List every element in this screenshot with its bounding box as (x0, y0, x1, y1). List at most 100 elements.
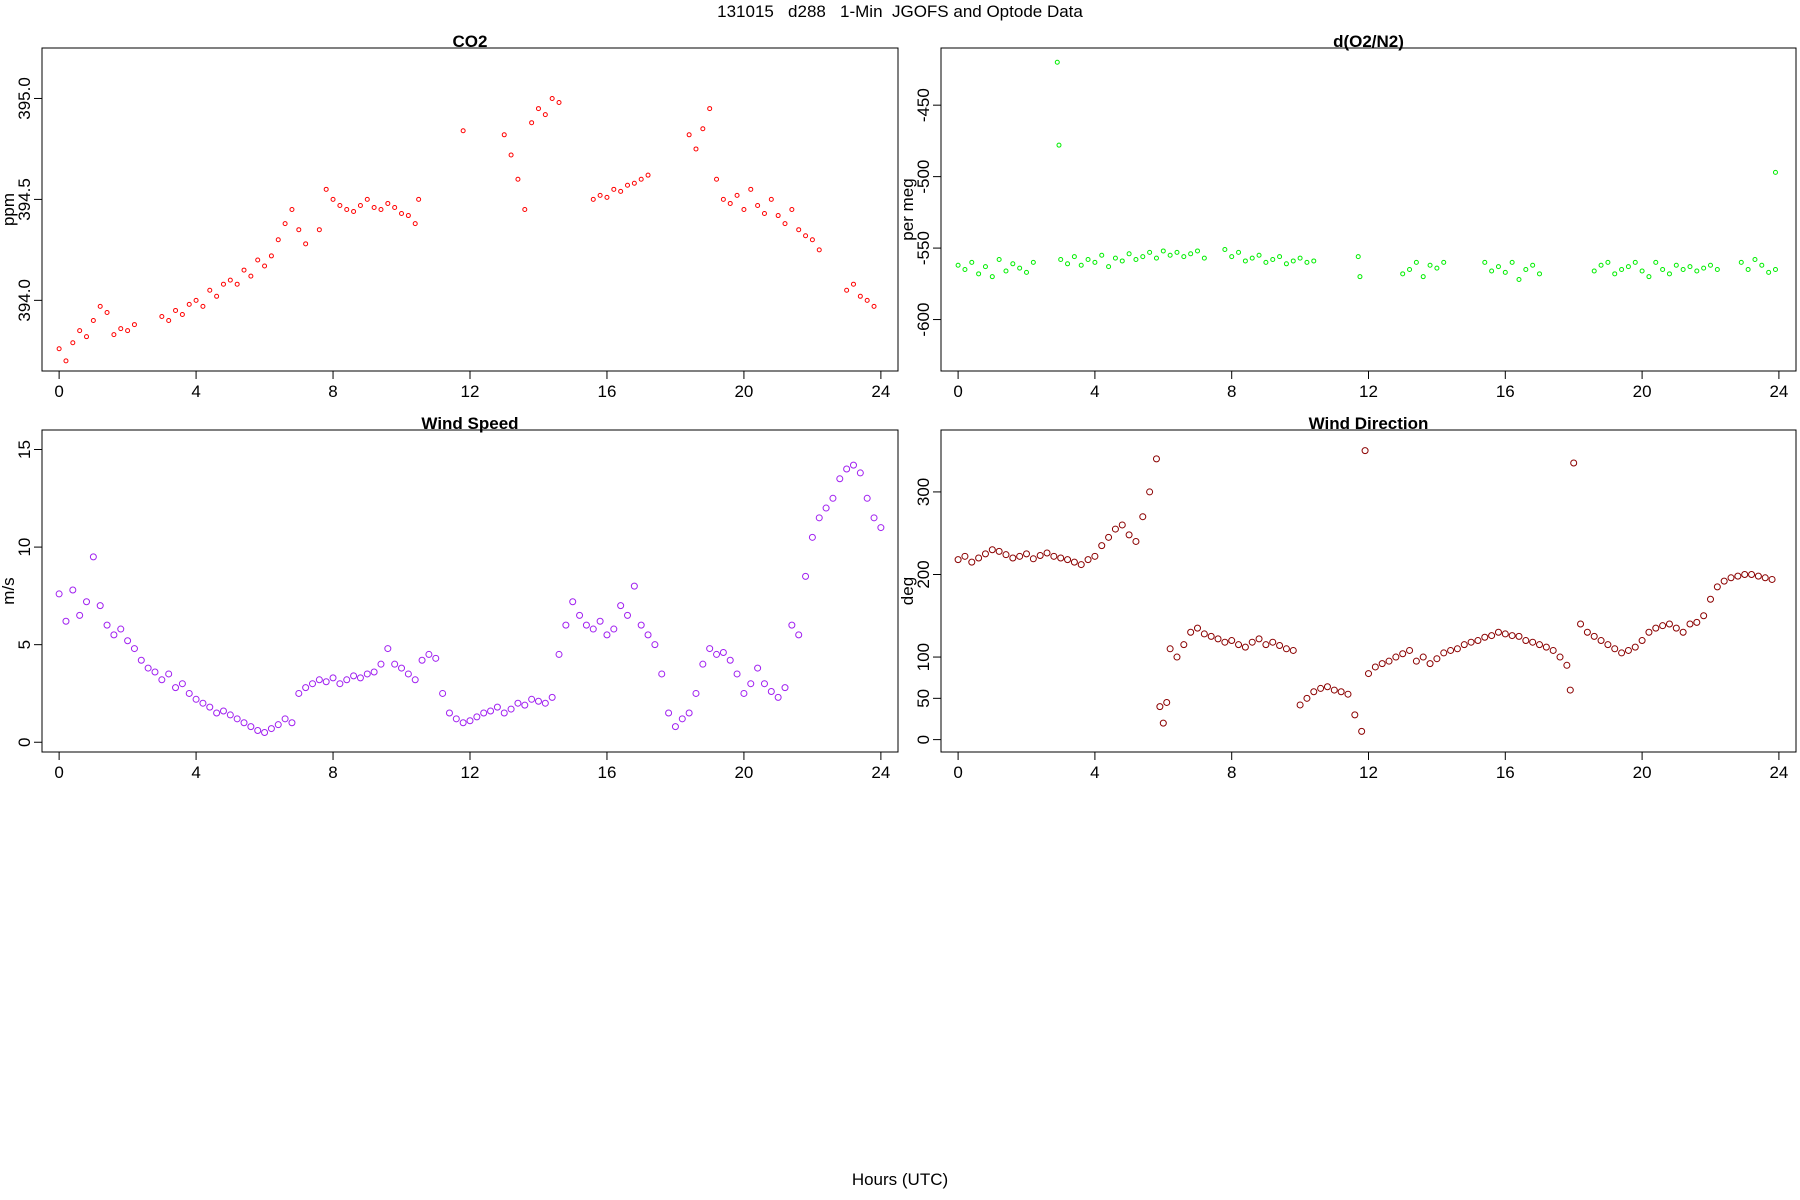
o2n2-point (1092, 259, 1098, 265)
wind_direction-point (1228, 637, 1236, 645)
wind_direction-point (1262, 641, 1270, 649)
wind_direction-point (1276, 641, 1284, 649)
co2-point (344, 207, 350, 212)
o2n2-point (1427, 262, 1433, 268)
o2n2-y-tick-label: -500 (914, 160, 933, 194)
co2-point (501, 132, 507, 138)
co2-point (399, 211, 405, 217)
co2-point (56, 346, 62, 352)
wind_speed-point (240, 719, 248, 727)
wind_direction-point (1077, 561, 1085, 569)
wind_speed-panel: Wind Speed 0 4 8 12 16 20 24 0 5 10 15 m/s (0, 414, 899, 782)
wind_direction-point (1139, 513, 1147, 521)
wind_speed-point (432, 654, 440, 662)
wind_speed-point (295, 689, 303, 697)
wind_direction-point (988, 546, 996, 554)
wind_direction-point (1166, 645, 1174, 653)
wind_speed-point (391, 660, 399, 668)
wind_speed-x-tick-label: 20 (734, 763, 753, 782)
wind_speed-point (624, 611, 632, 619)
wind_direction-point (1597, 637, 1605, 645)
co2-x-tick-label: 0 (54, 382, 63, 401)
o2n2-x-tick-label: 4 (1090, 382, 1099, 401)
wind_speed-point (528, 695, 536, 703)
co2-point (118, 326, 124, 332)
wind_speed-point (610, 625, 618, 633)
wind_direction-x-tick-label: 24 (1769, 763, 1788, 782)
co2-point (357, 202, 363, 208)
co2-point (693, 146, 699, 152)
co2-x-tick-label: 4 (191, 382, 200, 401)
wind_direction-point (1337, 688, 1345, 696)
wind_speed-point (445, 709, 453, 717)
co2-y-tick-label: 394.0 (15, 279, 34, 322)
o2n2-point (969, 259, 975, 265)
wind_direction-x-tick-label: 12 (1359, 763, 1378, 782)
wind_direction-point (1385, 657, 1393, 665)
co2-point (556, 100, 562, 106)
co2-point (166, 318, 172, 324)
o2n2-point (1071, 254, 1077, 260)
wind_direction-point (1200, 630, 1208, 638)
wind_speed-point (603, 631, 611, 639)
wind_direction-point (1152, 455, 1160, 463)
wind_direction-point (1091, 552, 1099, 560)
wind_speed-point (665, 709, 673, 717)
wind_direction-point (1481, 633, 1489, 641)
o2n2-point (1106, 264, 1112, 270)
wind_speed-point (781, 684, 789, 692)
wind_direction-point (1549, 646, 1557, 654)
co2-point (782, 221, 788, 227)
wind_direction-y-tick-label: 50 (914, 689, 933, 708)
o2n2-point (1236, 249, 1242, 255)
wind_direction-point (1488, 632, 1496, 640)
wind_direction-point (1720, 577, 1728, 585)
co2-point (97, 303, 103, 309)
co2-y-tick-label: 394.5 (15, 178, 34, 221)
wind_direction-point (1180, 641, 1188, 649)
wind_speed-point (356, 674, 364, 682)
o2n2-point (1482, 259, 1488, 265)
wind_direction-point (954, 556, 962, 564)
o2n2-point (1420, 274, 1426, 280)
wind_speed-point (582, 621, 590, 629)
o2n2-y-tick-label: -450 (914, 88, 933, 122)
wind_direction-point (1371, 663, 1379, 671)
wind_speed-point (178, 680, 186, 688)
wind_direction-point (961, 552, 969, 560)
wind_direction-point (1235, 641, 1243, 649)
co2-point (70, 340, 76, 346)
wind_direction-x-tick-label: 0 (953, 763, 962, 782)
o2n2-point (982, 264, 988, 270)
co2-x-tick-label: 8 (328, 382, 337, 401)
wind_speed-point (103, 621, 111, 629)
co2-point (179, 311, 185, 317)
wind_direction-point (1105, 533, 1113, 541)
wind_direction-point (1652, 624, 1660, 632)
co2-point (590, 196, 596, 202)
wind_direction-point (1727, 574, 1735, 582)
wind_direction-point (1748, 570, 1756, 578)
wind_speed-point (849, 461, 857, 469)
co2-point (111, 332, 117, 338)
o2n2-point (1167, 252, 1173, 258)
wind_direction-point (1118, 521, 1126, 529)
o2n2-point (1502, 269, 1508, 275)
wind_speed-point (343, 676, 351, 684)
wind_direction-title: Wind Direction (1309, 414, 1429, 433)
wind_direction-point (1412, 657, 1420, 665)
wind_speed-point (877, 524, 885, 532)
wind_direction-point (1358, 727, 1366, 735)
co2-point (850, 281, 856, 287)
co2-point (857, 293, 863, 299)
wind_speed-point (521, 701, 529, 709)
wind_speed-point (398, 664, 406, 672)
wind_direction-point (1522, 637, 1530, 645)
wind_speed-point (671, 723, 679, 731)
wind_speed-point (658, 670, 666, 678)
wind_speed-point (480, 709, 488, 717)
wind_speed-point (404, 670, 412, 678)
o2n2-point (1523, 267, 1529, 273)
wind_direction-point (1618, 649, 1626, 657)
